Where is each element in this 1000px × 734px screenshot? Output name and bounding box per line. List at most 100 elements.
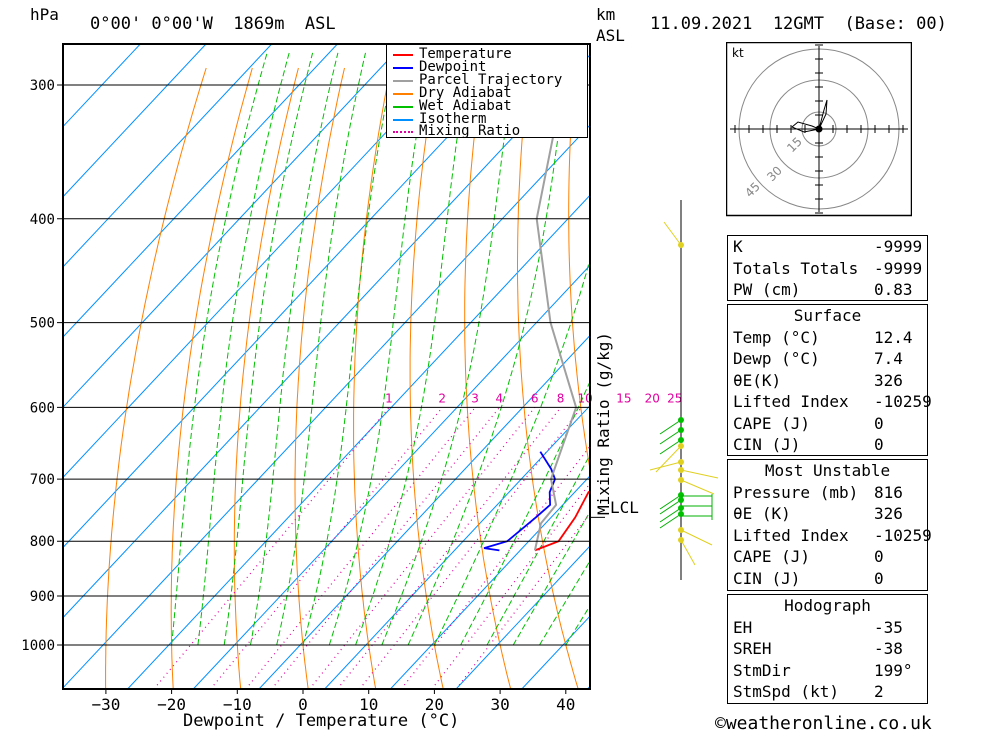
pressure-tick-label: 900	[30, 589, 55, 605]
index-row: SREH-38	[728, 638, 927, 660]
wind-barb-dot	[678, 477, 684, 483]
index-row: Totals Totals-9999	[728, 258, 927, 280]
index-row: Dewp (°C)7.4	[728, 348, 927, 370]
wet-adiabat-line	[224, 53, 312, 645]
units-asl: ASL	[596, 28, 625, 44]
hodograph-units: kt	[732, 46, 744, 60]
wind-barb-dot	[678, 443, 684, 449]
wind-barb	[660, 508, 681, 522]
index-name: SREH	[733, 638, 772, 660]
mixing-ratio-tick-label: 3	[471, 391, 479, 405]
wind-barb	[660, 514, 681, 528]
index-value: 326	[874, 503, 903, 525]
index-name: Lifted Index	[733, 391, 849, 413]
index-name: PW (cm)	[733, 279, 800, 301]
index-row: CAPE (J)0	[728, 546, 927, 568]
legend-swatch	[393, 131, 413, 133]
legend-swatch	[393, 119, 413, 121]
wind-barb	[681, 540, 695, 565]
temperature-tick-label: 40	[556, 695, 575, 714]
isotherm-line	[0, 44, 403, 689]
units-km: km	[596, 7, 615, 23]
isotherm-line	[0, 44, 600, 689]
legend-swatch	[393, 106, 413, 108]
mixing-ratio-tick-label: 2	[438, 391, 446, 405]
index-value: -10259	[874, 525, 932, 547]
legend-swatch	[393, 67, 413, 69]
dewpoint-line	[484, 452, 555, 551]
index-value: 0	[874, 413, 884, 435]
legend-label: Mixing Ratio	[419, 125, 520, 138]
location-label: 0°00' 0°00'W 1869m ASL	[90, 16, 336, 33]
index-name: Dewp (°C)	[733, 348, 820, 370]
wind-barb	[664, 222, 681, 245]
index-value: 816	[874, 482, 903, 504]
index-value: 0	[874, 568, 884, 590]
index-row: K -9999	[728, 236, 927, 258]
wind-barb-dot	[678, 459, 684, 465]
mixing-ratio-line	[337, 407, 560, 689]
copyright: ©weatheronline.co.uk	[715, 713, 932, 734]
mixing-ratio-tick-label: 4	[495, 391, 503, 405]
wind-barb-dot	[678, 497, 684, 503]
wind-barb-profile	[640, 200, 730, 580]
pressure-tick-label: 1000	[21, 638, 55, 654]
index-row: CIN (J)0	[728, 434, 927, 456]
mixing-ratio-line	[246, 407, 475, 689]
index-row: EH -35	[728, 617, 927, 639]
isotherm-line	[0, 44, 140, 689]
wind-barb-dot	[678, 537, 684, 543]
index-value: 326	[874, 370, 903, 392]
wind-barb-dot	[678, 427, 684, 433]
mixing-ratio-line	[310, 407, 535, 689]
index-value: 199°	[874, 660, 913, 682]
index-name: Temp (°C)	[733, 327, 820, 349]
index-row: StmDir 199°	[728, 660, 927, 682]
index-value: -35	[874, 617, 903, 639]
panel-title: Most Unstable	[728, 460, 927, 482]
index-name: θE(K)	[733, 370, 781, 392]
index-row: PW (cm) 0.83	[728, 279, 927, 301]
index-name: CAPE (J)	[733, 413, 810, 435]
hodograph-storm-point	[816, 126, 823, 133]
temperature-tick-label: −20	[157, 695, 186, 714]
index-value: 2	[874, 681, 884, 703]
legend-swatch	[393, 93, 413, 95]
wind-barb-dot	[678, 527, 684, 533]
pressure-tick-label: 800	[30, 534, 55, 550]
index-row: θE(K) 326	[728, 370, 927, 392]
panel-title: Hodograph	[728, 595, 927, 617]
wind-barb-dot	[678, 467, 684, 473]
wet-adiabat-line	[356, 53, 470, 645]
index-value: 12.4	[874, 327, 913, 349]
mixing-ratio-tick-label: 1	[385, 391, 393, 405]
index-value: 0.83	[874, 279, 913, 301]
mixing-ratio-axis-label: Mixing Ratio (g/kg)	[594, 332, 613, 515]
index-name: CAPE (J)	[733, 546, 810, 568]
index-name: EH	[733, 617, 752, 639]
mixing-ratio-tick-label: 8	[557, 391, 565, 405]
wind-barb-dot	[678, 437, 684, 443]
panel-title: Surface	[728, 305, 927, 327]
index-row: Lifted Index-10259	[728, 525, 927, 547]
pressure-tick-label: 500	[30, 316, 55, 332]
legend-swatch	[393, 80, 413, 82]
x-axis-label: Dewpoint / Temperature (°C)	[183, 713, 459, 730]
isotherm-line	[62, 44, 666, 689]
index-row: CAPE (J) 0	[728, 413, 927, 435]
index-value: 0	[874, 434, 884, 456]
wind-barb	[650, 462, 681, 470]
wet-adiabat-line	[303, 53, 396, 645]
index-row: CIN (J)0	[728, 568, 927, 590]
dry-adiabat-line	[990, 68, 1000, 689]
index-value: -9999	[874, 236, 922, 258]
index-name: K	[733, 236, 743, 258]
index-row: Pressure (mb)816	[728, 482, 927, 504]
index-name: StmDir	[733, 660, 791, 682]
dry-adiabat-line	[944, 68, 1000, 689]
index-row: Temp (°C) 12.4	[728, 327, 927, 349]
units-hpa: hPa	[30, 7, 59, 23]
